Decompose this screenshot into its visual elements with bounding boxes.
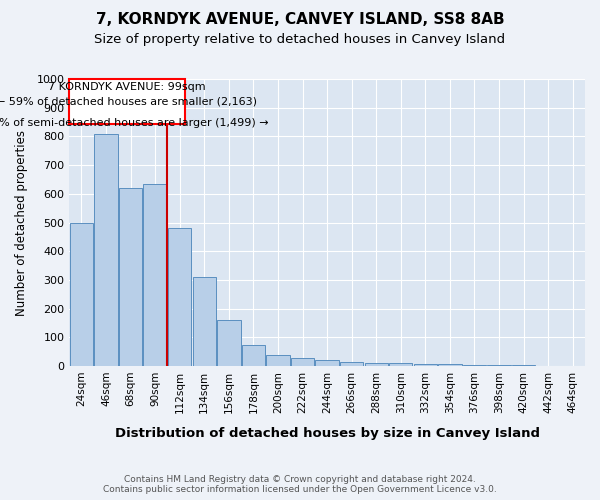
Bar	[70, 222, 93, 366]
Text: Contains HM Land Registry data © Crown copyright and database right 2024.
Contai: Contains HM Land Registry data © Crown c…	[103, 474, 497, 494]
Text: Size of property relative to detached houses in Canvey Island: Size of property relative to detached ho…	[94, 32, 506, 46]
Bar	[94, 134, 118, 366]
X-axis label: Distribution of detached houses by size in Canvey Island: Distribution of detached houses by size …	[115, 427, 539, 440]
Text: 7 KORNDYK AVENUE: 99sqm: 7 KORNDYK AVENUE: 99sqm	[48, 82, 206, 92]
Bar	[413, 364, 437, 366]
Bar	[266, 354, 290, 366]
Bar	[119, 188, 142, 366]
Bar	[487, 365, 511, 366]
Bar	[217, 320, 241, 366]
Bar	[143, 184, 167, 366]
Bar	[291, 358, 314, 366]
Text: ← 59% of detached houses are smaller (2,163): ← 59% of detached houses are smaller (2,…	[0, 96, 257, 106]
Bar	[242, 344, 265, 366]
Bar	[463, 364, 486, 366]
Bar	[365, 362, 388, 366]
Text: 7, KORNDYK AVENUE, CANVEY ISLAND, SS8 8AB: 7, KORNDYK AVENUE, CANVEY ISLAND, SS8 8A…	[95, 12, 505, 28]
Bar	[316, 360, 339, 366]
Bar	[340, 362, 364, 366]
Bar	[193, 277, 216, 366]
Bar	[389, 364, 412, 366]
Text: 41% of semi-detached houses are larger (1,499) →: 41% of semi-detached houses are larger (…	[0, 118, 269, 128]
Bar	[168, 228, 191, 366]
Bar	[438, 364, 461, 366]
Y-axis label: Number of detached properties: Number of detached properties	[15, 130, 28, 316]
